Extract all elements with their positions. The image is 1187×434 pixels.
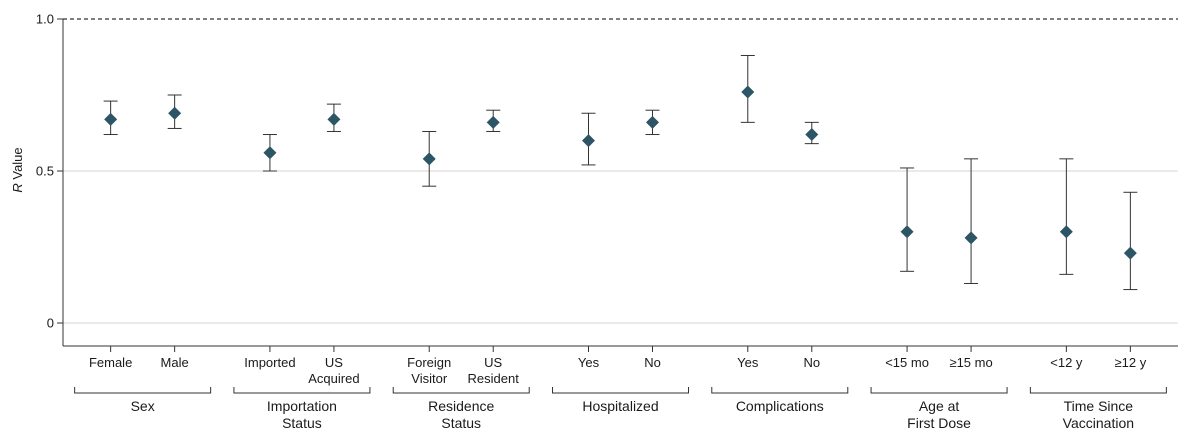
y-axis-title-italic: R [10,183,25,192]
category-label: Yes [737,355,759,370]
group-bracket [1029,387,1167,394]
category-label: ≥15 mo [949,355,992,370]
point-estimate-marker [263,146,277,160]
group-bracket [552,387,689,394]
point-estimate-marker [327,112,341,126]
group-label: Importation [267,398,337,414]
group-label: Residence [428,398,494,414]
point-estimate-marker [104,112,118,126]
category-label: Imported [244,355,295,370]
y-axis-title: R Value [10,147,25,192]
category-label: Foreign [407,355,451,370]
category-label: Visitor [411,371,448,386]
category-label: US [325,355,343,370]
point-estimate-marker [646,115,659,129]
group-label: Vaccination [1063,415,1134,431]
point-estimate-marker [805,128,819,142]
grid-layer [63,18,1178,324]
group-label: Age at [919,398,960,414]
y-tick-label: 0.5 [36,164,54,179]
y-axis-title-rest: Value [10,147,25,183]
category-label: ≥12 y [1114,355,1146,370]
group-bracket [711,387,849,394]
category-label: Female [89,355,132,370]
group-label: Sex [131,398,155,414]
point-estimate-marker [168,106,182,120]
group-label: Hospitalized [582,398,658,414]
group-label: Time Since [1064,398,1134,414]
group-label: Status [282,415,322,431]
y-tick-label: 1.0 [36,12,54,27]
marks-layer [103,54,1138,291]
category-label: Acquired [308,371,359,386]
category-label: No [644,355,661,370]
point-estimate-marker [900,225,914,239]
group-bracket [74,387,212,394]
category-label: No [803,355,820,370]
category-label: US [484,355,502,370]
group-bracket [233,387,371,394]
point-estimate-marker [1059,225,1073,239]
category-label: <12 y [1050,355,1083,370]
y-tick-label: 0 [47,316,54,331]
category-label: Male [161,355,189,370]
category-label: Yes [578,355,600,370]
category-label: Resident [468,371,520,386]
group-bracket [392,387,530,394]
group-bracket [870,387,1008,394]
point-estimate-marker [486,115,500,129]
point-estimate-marker [582,134,595,148]
axis-layer: 0 0.5 1.0 [36,12,1178,352]
point-estimate-marker [1123,246,1137,260]
point-estimate-marker [964,231,978,245]
category-label: <15 mo [885,355,929,370]
group-label: Status [441,415,481,431]
point-estimate-marker [741,85,755,99]
group-label: First Dose [907,415,971,431]
group-label: Complications [736,398,824,414]
point-estimate-marker [422,152,436,166]
